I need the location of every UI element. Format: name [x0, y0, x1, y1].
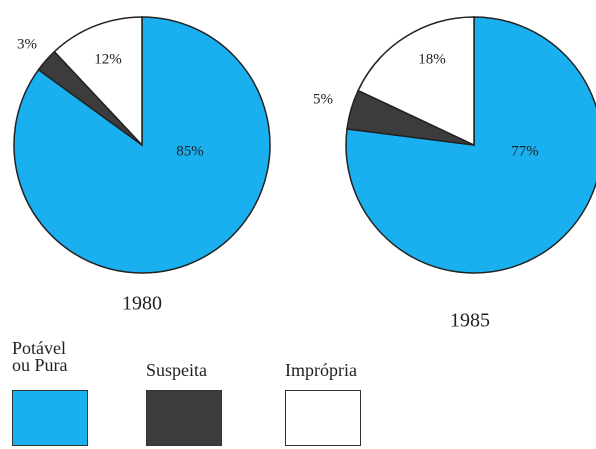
legend-label: Suspeita	[146, 360, 207, 380]
legend-label: Potável ou Pura	[12, 338, 68, 375]
slice-label: 18%	[418, 51, 446, 67]
pie-slice	[357, 16, 475, 147]
legend-swatch	[12, 390, 88, 446]
legend-swatch	[285, 390, 361, 446]
slice-label: 5%	[313, 91, 333, 107]
slice-label: 77%	[511, 143, 539, 159]
chart-title: 1985	[450, 310, 490, 332]
pie-slice	[53, 16, 143, 147]
legend-swatch	[146, 390, 222, 446]
chart-title: 1980	[122, 293, 162, 315]
slice-label: 12%	[94, 51, 122, 67]
slice-label: 85%	[176, 143, 204, 159]
legend-label: Imprópria	[285, 360, 357, 380]
slice-label: 3%	[17, 36, 37, 52]
